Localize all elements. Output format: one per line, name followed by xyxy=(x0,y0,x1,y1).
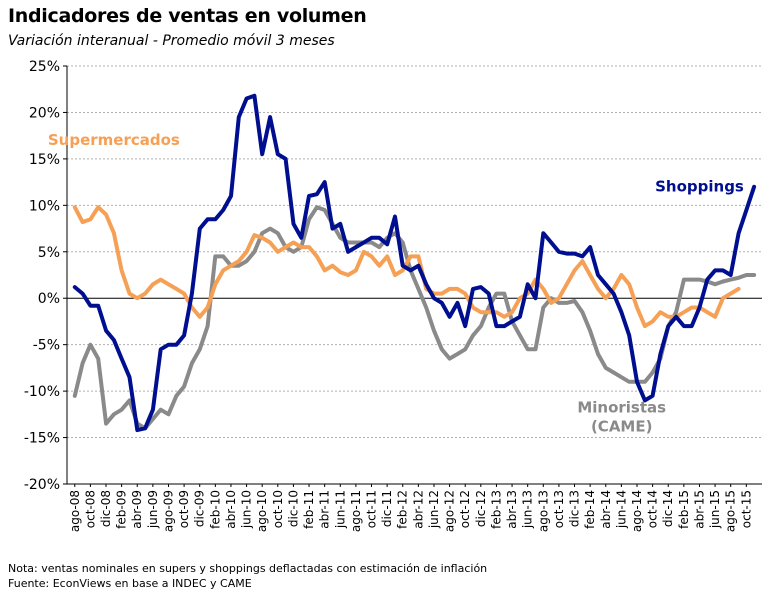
x-tick-label: dic-14 xyxy=(661,490,675,527)
y-tick-label: -5% xyxy=(33,338,60,354)
x-tick-label: feb-09 xyxy=(115,490,129,529)
y-tick-label: 5% xyxy=(38,245,60,261)
y-tick-label: -20% xyxy=(24,477,60,493)
series-lines xyxy=(72,93,757,433)
series-label-line: Minoristas xyxy=(577,398,666,416)
x-tick-label: abr-11 xyxy=(318,490,332,529)
series-line-supermercados xyxy=(72,205,741,329)
x-tick-label: dic-12 xyxy=(474,490,488,527)
x-tick-label: jun-10 xyxy=(240,490,254,529)
x-tick-label: ago-10 xyxy=(255,490,269,532)
series-line-shoppings xyxy=(72,93,757,433)
x-tick-label: oct-15 xyxy=(739,490,753,528)
x-tick-label: oct-14 xyxy=(646,490,660,528)
x-tick-label: abr-15 xyxy=(692,490,706,529)
y-axis-ticks: 25% 20% 15% 10% 5% 0% -5% -10% -15% -20% xyxy=(24,59,67,493)
x-tick-label: ago-11 xyxy=(349,490,363,532)
x-tick-label: jun-12 xyxy=(427,490,441,529)
x-tick-label: oct-11 xyxy=(365,490,379,528)
x-tick-label: ago-14 xyxy=(630,490,644,532)
x-tick-label: ago-08 xyxy=(68,490,82,532)
x-tick-label: feb-14 xyxy=(583,490,597,529)
series-label-shoppings: Shoppings xyxy=(655,177,744,195)
x-tick-label: oct-09 xyxy=(177,490,191,528)
x-tick-label: ago-12 xyxy=(443,490,457,532)
source-note: Fuente: EconViews en base a INDEC y CAME xyxy=(8,577,252,590)
x-tick-label: dic-11 xyxy=(380,490,394,527)
x-tick-label: oct-12 xyxy=(458,490,472,528)
y-tick-label: 20% xyxy=(29,105,60,121)
x-tick-label: oct-10 xyxy=(271,490,285,528)
x-tick-label: jun-15 xyxy=(708,490,722,529)
series-line-minoristas xyxy=(72,205,757,431)
y-tick-label: 0% xyxy=(38,291,60,307)
x-tick-label: abr-09 xyxy=(130,490,144,529)
x-tick-label: jun-09 xyxy=(146,490,160,529)
chart-title: Indicadores de ventas en volumen xyxy=(8,5,367,27)
y-tick-label: -10% xyxy=(24,384,60,400)
series-label-supermercados: Supermercados xyxy=(48,131,180,149)
x-axis-ticks: ago-08 oct-08 dic-08 feb-09 abr-09 jun-09 ago-… xyxy=(68,484,753,532)
x-tick-label: jun-13 xyxy=(521,490,535,529)
x-tick-label: abr-12 xyxy=(411,490,425,529)
x-tick-label: ago-15 xyxy=(724,490,738,532)
y-tick-label: -15% xyxy=(24,431,60,447)
x-tick-label: feb-10 xyxy=(208,490,222,529)
x-tick-label: feb-15 xyxy=(677,490,691,529)
x-tick-label: oct-13 xyxy=(552,490,566,528)
footnote: Nota: ventas nominales en supers y shopp… xyxy=(8,562,488,575)
x-tick-label: feb-11 xyxy=(302,490,316,529)
x-tick-label: oct-08 xyxy=(83,490,97,528)
chart-subtitle: Variación interanual - Promedio móvil 3 … xyxy=(8,33,335,49)
x-tick-label: dic-08 xyxy=(99,490,113,527)
x-tick-label: dic-13 xyxy=(568,490,582,527)
x-tick-label: ago-09 xyxy=(161,490,175,532)
x-tick-label: dic-10 xyxy=(286,490,300,527)
x-tick-label: jun-14 xyxy=(614,490,628,529)
axes xyxy=(66,66,762,485)
x-tick-label: feb-13 xyxy=(489,490,503,529)
x-tick-label: abr-10 xyxy=(224,490,238,529)
y-tick-label: 15% xyxy=(29,152,60,168)
series-label-minoristas: Minoristas (CAME) xyxy=(577,398,666,435)
x-tick-label: ago-13 xyxy=(536,490,550,532)
x-tick-label: dic-09 xyxy=(193,490,207,527)
x-tick-label: feb-12 xyxy=(396,490,410,529)
x-tick-label: abr-13 xyxy=(505,490,519,529)
line-chart: 25%20%15%10%5%0%-5%-10%-15%-20% ago-08 oc… xyxy=(24,59,762,532)
y-tick-label: 25% xyxy=(29,59,60,75)
y-tick-label: 10% xyxy=(29,198,60,214)
x-tick-label: jun-11 xyxy=(333,490,347,529)
x-tick-label: abr-14 xyxy=(599,490,613,529)
series-label-line: (CAME) xyxy=(591,417,653,435)
series-labels: Shoppings Supermercados Minoristas (CAME) xyxy=(48,131,744,436)
